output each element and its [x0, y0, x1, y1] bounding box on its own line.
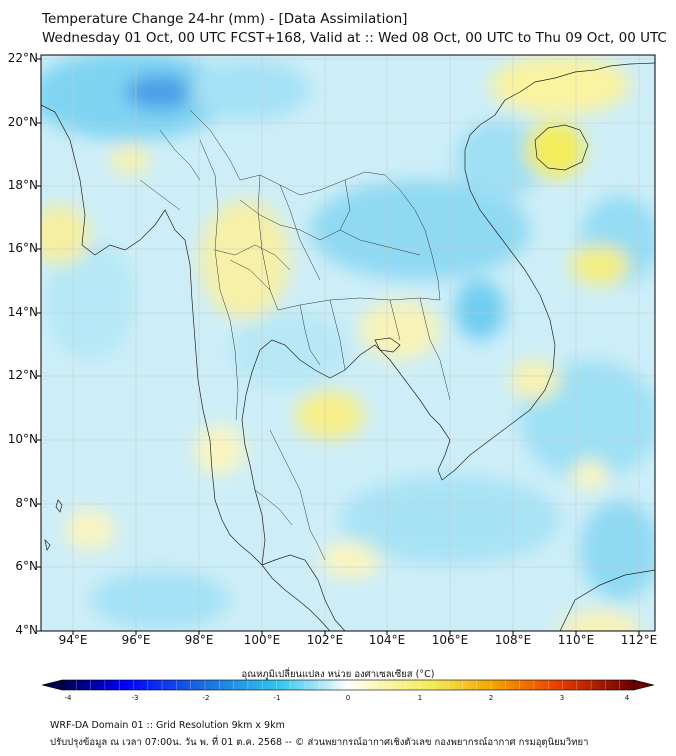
- lat-label-6n: 6°N: [15, 559, 38, 573]
- colorbar-label: อุณหภูมิเปลี่ยนแปลง หน่วย องศาเซลเซียส (…: [241, 669, 435, 680]
- colorbar-tick: 1: [417, 694, 423, 702]
- lon-label-106e: 106°E: [431, 633, 469, 647]
- lon-label-94e: 94°E: [58, 633, 88, 647]
- lat-label-8n: 8°N: [15, 496, 38, 510]
- temperature-field: [41, 55, 655, 631]
- map-frame: [40, 54, 656, 632]
- lat-label-10n: 10°N: [7, 432, 38, 446]
- colorbar-tick: -1: [273, 694, 281, 702]
- lon-label-100e: 100°E: [243, 633, 281, 647]
- lon-label-96e: 96°E: [121, 633, 151, 647]
- lat-label-22n: 22°N: [7, 51, 38, 65]
- lon-label-104e: 104°E: [368, 633, 406, 647]
- colorbar-tick: -4: [64, 694, 72, 702]
- footer-model-info: WRF-DA Domain 01 :: Grid Resolution 9km …: [50, 720, 285, 731]
- lon-label-102e: 102°E: [306, 633, 344, 647]
- colorbar-tick: -3: [131, 694, 139, 702]
- colorbar-tick: 2: [488, 694, 494, 702]
- map-title: Temperature Change 24-hr (mm) - [Data As…: [42, 11, 408, 27]
- lon-label-110e: 110°E: [557, 633, 595, 647]
- lat-label-14n: 14°N: [7, 305, 38, 319]
- colorbar-tick: -2: [202, 694, 210, 702]
- colorbar-tick: 0: [345, 694, 351, 702]
- lat-label-12n: 12°N: [7, 368, 38, 382]
- coastlines: [41, 62, 655, 631]
- footer-update-info: ปรับปรุงข้อมูล ณ เวลา 07:00น. วัน พ. ที่…: [50, 737, 589, 748]
- colorbar-tick: 4: [624, 694, 630, 702]
- province-borders: [139, 109, 451, 561]
- axis-ticks: [37, 58, 640, 635]
- lon-label-98e: 98°E: [184, 633, 214, 647]
- lat-label-20n: 20°N: [7, 115, 38, 129]
- lat-label-4n: 4°N: [15, 623, 38, 637]
- lat-label-16n: 16°N: [7, 241, 38, 255]
- colorbar-tick: 3: [559, 694, 565, 702]
- map-subtitle: Wednesday 01 Oct, 00 UTC FCST+168, Valid…: [42, 30, 667, 46]
- graticule: [41, 55, 655, 631]
- lat-label-18n: 18°N: [7, 178, 38, 192]
- lon-label-108e: 108°E: [494, 633, 532, 647]
- lon-label-112e: 112°E: [620, 633, 658, 647]
- colorbar: [41, 679, 655, 691]
